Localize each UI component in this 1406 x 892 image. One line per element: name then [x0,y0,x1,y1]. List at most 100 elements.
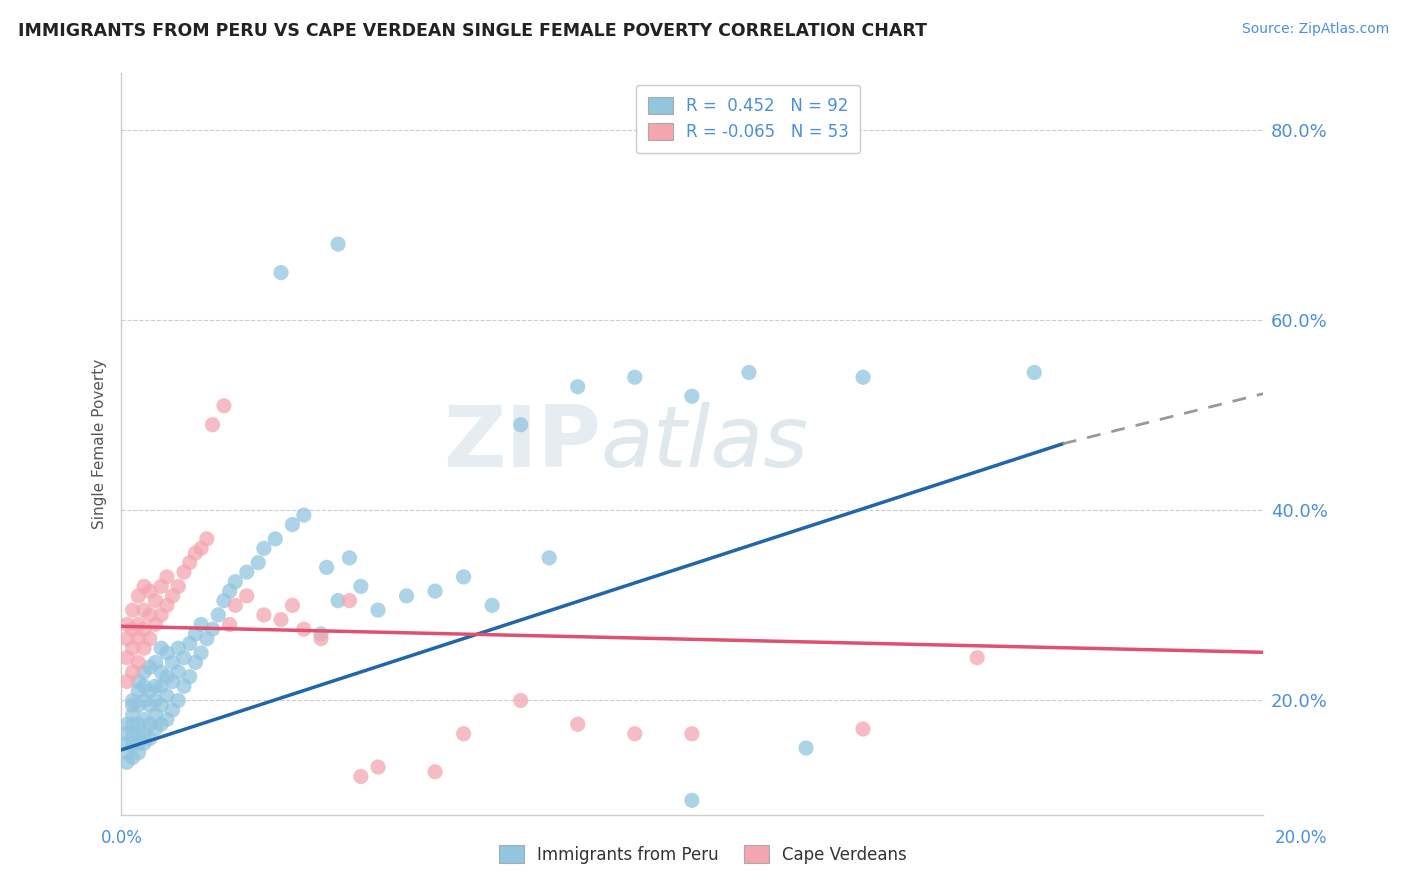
Point [115,632,138,646]
Point [281,517,304,532]
Point [115,756,138,770]
Point [127,674,149,689]
Point [966,650,988,665]
Point [121,707,143,722]
Legend: Immigrants from Peru, Cape Verdeans: Immigrants from Peru, Cape Verdeans [492,838,914,871]
Point [115,736,138,750]
Point [139,684,162,698]
Point [156,670,179,684]
Point [201,417,224,432]
Point [207,607,229,622]
Point [538,550,561,565]
Text: IMMIGRANTS FROM PERU VS CAPE VERDEAN SINGLE FEMALE POVERTY CORRELATION CHART: IMMIGRANTS FROM PERU VS CAPE VERDEAN SIN… [18,22,928,40]
Point [115,746,138,760]
Point [190,646,212,660]
Point [127,684,149,698]
Point [567,717,589,731]
Point [623,370,645,384]
Point [127,617,149,632]
Point [195,532,218,546]
Point [132,641,155,656]
Point [367,603,389,617]
Point [150,607,173,622]
Point [167,579,190,593]
Point [195,632,218,646]
Point [681,793,703,807]
Point [150,579,173,593]
Point [167,665,190,679]
Point [139,607,162,622]
Point [162,656,184,670]
Point [127,717,149,731]
Point [150,717,173,731]
Point [326,593,349,607]
Point [139,584,162,599]
Point [339,593,361,607]
Point [190,541,212,556]
Point [453,570,475,584]
Point [127,698,149,713]
Point [150,641,173,656]
Point [121,698,143,713]
Point [509,693,531,707]
Point [852,370,875,384]
Point [852,722,875,736]
Point [292,508,315,522]
Point [121,750,143,764]
Point [121,603,143,617]
Point [201,622,224,636]
Point [309,627,332,641]
Point [567,380,589,394]
Text: 20.0%: 20.0% [1275,829,1327,847]
Point [281,599,304,613]
Point [132,622,155,636]
Point [139,731,162,746]
Point [127,656,149,670]
Point [173,679,195,693]
Point [212,593,235,607]
Point [150,679,173,693]
Point [309,632,332,646]
Point [121,727,143,741]
Point [212,399,235,413]
Point [156,646,179,660]
Point [145,722,167,736]
Point [115,650,138,665]
Point [156,570,179,584]
Point [184,627,207,641]
Point [145,656,167,670]
Point [139,660,162,674]
Point [184,546,207,560]
Point [1024,366,1046,380]
Point [270,266,292,280]
Point [121,622,143,636]
Point [270,613,292,627]
Point [115,617,138,632]
Point [481,599,503,613]
Point [127,589,149,603]
Point [132,727,155,741]
Point [623,727,645,741]
Text: atlas: atlas [600,402,808,485]
Point [127,632,149,646]
Point [121,736,143,750]
Point [350,579,373,593]
Point [145,707,167,722]
Point [681,727,703,741]
Point [326,237,349,252]
Point [367,760,389,774]
Point [162,589,184,603]
Point [132,713,155,727]
Point [127,746,149,760]
Point [190,617,212,632]
Text: Source: ZipAtlas.com: Source: ZipAtlas.com [1241,22,1389,37]
Point [145,693,167,707]
Point [179,670,201,684]
Point [224,599,246,613]
Point [167,641,190,656]
Point [145,593,167,607]
Point [139,632,162,646]
Point [156,713,179,727]
Point [236,589,259,603]
Point [350,770,373,784]
